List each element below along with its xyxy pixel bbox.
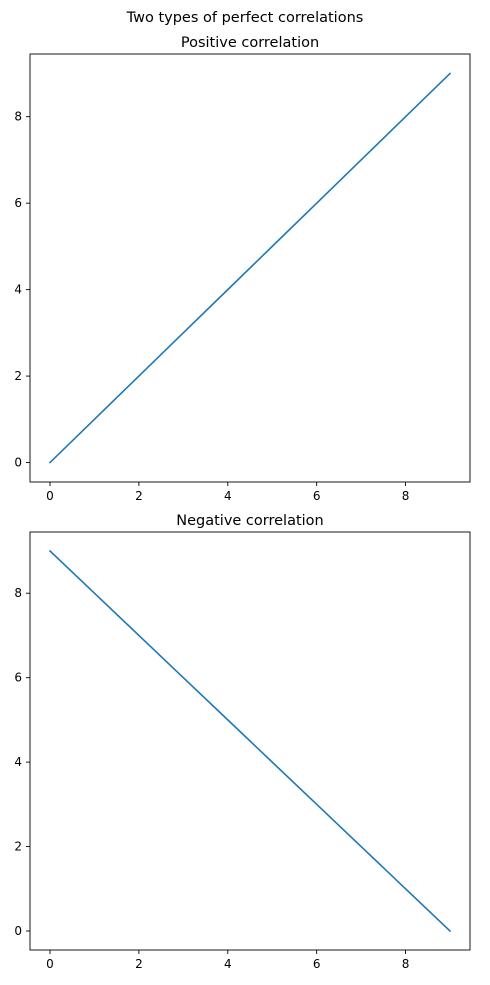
x-tick-label: 0 xyxy=(46,957,54,971)
y-tick-label: 0 xyxy=(14,924,22,938)
figure-suptitle: Two types of perfect correlations xyxy=(126,10,364,26)
y-tick-label: 8 xyxy=(14,586,22,600)
axes-title: Negative correlation xyxy=(176,513,324,529)
series-line xyxy=(48,72,452,464)
axes-frame xyxy=(29,53,471,483)
y-tick-label: 6 xyxy=(14,671,22,685)
subplot-negative-correlation: Negative correlation 0 2 4 6 8 0 2 4 6 8 xyxy=(14,513,471,971)
x-tick-label: 6 xyxy=(313,957,321,971)
axes-title: Positive correlation xyxy=(181,35,319,51)
y-tick-label: 4 xyxy=(14,283,22,297)
y-tick-label: 6 xyxy=(14,196,22,210)
x-tick-label: 6 xyxy=(313,489,321,503)
y-tick-label: 8 xyxy=(14,110,22,124)
y-tick-label: 2 xyxy=(14,840,22,854)
x-tick-label: 8 xyxy=(402,957,410,971)
y-tick-label: 0 xyxy=(14,456,22,470)
x-tick-label: 4 xyxy=(224,489,232,503)
x-tick-label: 2 xyxy=(135,957,143,971)
subplot-positive-correlation: Positive correlation 0 2 4 6 8 0 2 4 6 8 xyxy=(14,35,471,503)
axes-frame xyxy=(29,531,471,951)
x-tick-label: 0 xyxy=(46,489,54,503)
x-tick-label: 2 xyxy=(135,489,143,503)
x-tick-label: 4 xyxy=(224,957,232,971)
series-line xyxy=(48,549,452,933)
y-tick-label: 4 xyxy=(14,755,22,769)
y-tick-label: 2 xyxy=(14,369,22,383)
x-tick-label: 8 xyxy=(402,489,410,503)
